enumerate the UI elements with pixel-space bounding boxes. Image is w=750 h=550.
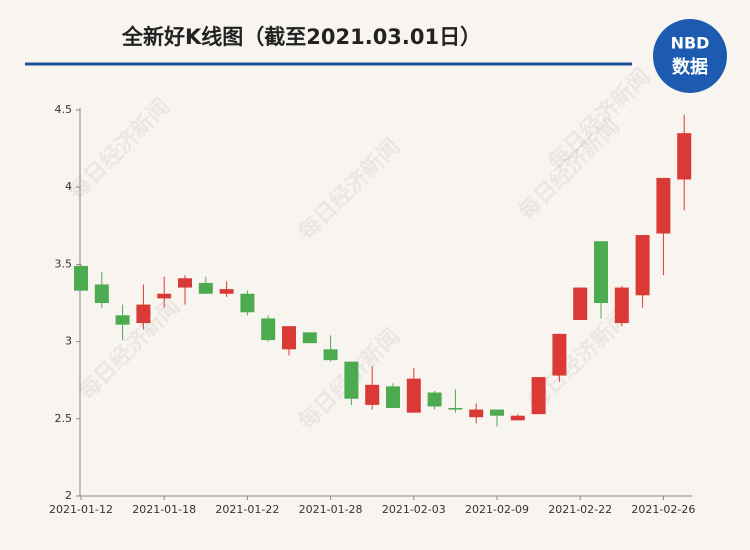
candle-body [635,235,650,296]
watermark: 每日经济新闻 [543,63,655,175]
candle-body [469,409,484,418]
y-tick-label: 3 [65,335,72,348]
x-tick-label: 2021-02-03 [382,503,446,516]
candle-body [677,133,692,180]
candle-body [302,332,317,344]
candle-body [198,282,213,294]
candle-body [323,349,338,361]
x-tick-label: 2021-01-12 [49,503,113,516]
candle-body [365,384,380,405]
candle-body [219,289,234,294]
candle-body [178,278,192,288]
watermark: 每日经济新闻 [73,293,185,405]
y-tick-label: 4 [65,180,72,193]
logo-top: NBD [671,34,710,53]
watermark: 每日经济新闻 [293,133,405,245]
candle-body [157,293,172,299]
x-tick-label: 2021-02-22 [548,503,612,516]
candle-body [531,377,546,415]
x-tick-label: 2021-01-18 [132,503,196,516]
logo [653,19,727,93]
candle-body [94,284,109,303]
candle-body [282,326,296,350]
candle-body [510,415,525,421]
watermark: 每日经济新闻 [513,113,625,225]
candle-body [406,378,421,413]
candle-body [552,333,567,376]
x-tick-label: 2021-01-22 [215,503,279,516]
x-tick-label: 2021-02-09 [465,503,529,516]
y-tick-label: 4.5 [55,103,73,116]
candle-body [344,361,359,399]
candle-body [573,287,588,320]
candle-body [427,392,442,407]
y-tick-label: 2.5 [55,412,73,425]
y-tick-label: 3.5 [55,257,73,270]
candle-body [115,315,130,325]
logo-bottom: 数据 [672,56,708,78]
candle-body [656,177,671,234]
candle-body [261,318,276,341]
candle-body [136,304,151,324]
candle-body [240,293,255,313]
chart-title: 全新好K线图（截至2021.03.01日） [121,25,481,49]
y-tick-label: 2 [65,489,72,502]
candle-body [614,287,629,324]
candle-body [594,241,608,303]
candle-body [490,409,504,416]
candle-body [74,265,88,291]
candle-body [448,407,463,410]
x-tick-label: 2021-01-28 [299,503,363,516]
x-tick-label: 2021-02-26 [631,503,695,516]
candle-body [386,386,400,408]
